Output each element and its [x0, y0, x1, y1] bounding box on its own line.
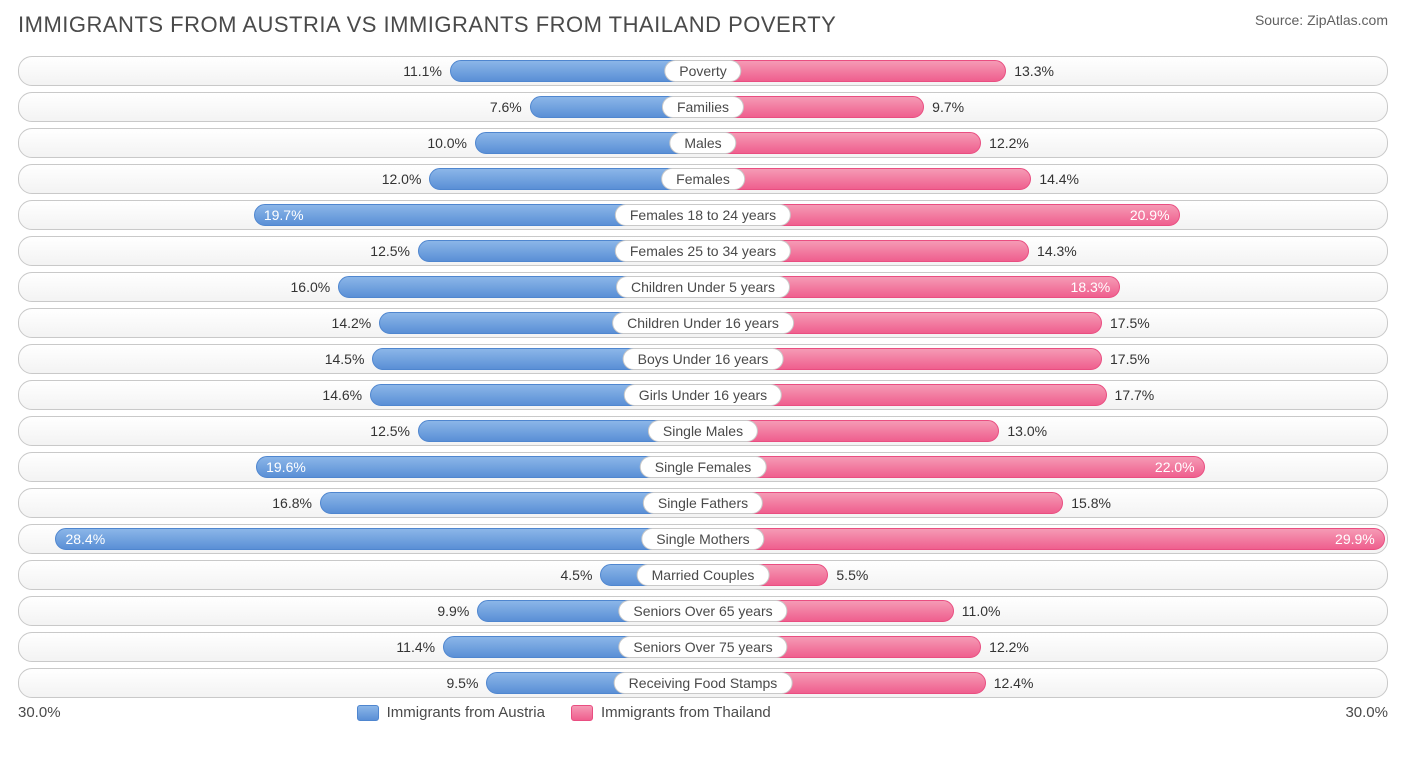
swatch-austria — [357, 705, 379, 721]
chart-row: 14.5% 17.5% Boys Under 16 years — [18, 344, 1388, 374]
bar-thailand — [703, 132, 981, 154]
chart-row: 12.0% 14.4% Females — [18, 164, 1388, 194]
value-label-thailand: 14.4% — [1039, 171, 1079, 187]
value-label-austria: 4.5% — [560, 567, 592, 583]
chart-area: 11.1% 13.3% Poverty 7.6% 9.7% Families 10.0% 12… — [18, 56, 1388, 698]
category-label: Males — [669, 132, 736, 154]
bar-thailand — [703, 456, 1205, 478]
chart-row: 16.8% 15.8% Single Fathers — [18, 488, 1388, 518]
value-label-austria: 12.5% — [370, 243, 410, 259]
category-label: Single Mothers — [641, 528, 764, 550]
legend-label-thailand: Immigrants from Thailand — [601, 704, 771, 721]
value-label-austria: 7.6% — [490, 99, 522, 115]
value-label-austria: 28.4% — [65, 531, 105, 547]
value-label-austria: 14.5% — [325, 351, 365, 367]
value-label-thailand: 14.3% — [1037, 243, 1077, 259]
axis-max-left: 30.0% — [18, 704, 78, 721]
value-label-austria: 9.5% — [446, 675, 478, 691]
value-label-austria: 12.5% — [370, 423, 410, 439]
chart-row: 19.7% 20.9% Females 18 to 24 years — [18, 200, 1388, 230]
chart-row: 4.5% 5.5% Married Couples — [18, 560, 1388, 590]
category-label: Children Under 5 years — [616, 276, 790, 298]
value-label-austria: 16.0% — [291, 279, 331, 295]
value-label-austria: 14.2% — [332, 315, 372, 331]
value-label-austria: 12.0% — [382, 171, 422, 187]
chart-row: 9.9% 11.0% Seniors Over 65 years — [18, 596, 1388, 626]
legend-item-austria: Immigrants from Austria — [357, 704, 545, 721]
value-label-thailand: 18.3% — [1071, 279, 1111, 295]
value-label-austria: 11.1% — [403, 63, 442, 79]
category-label: Females 25 to 34 years — [615, 240, 791, 262]
value-label-thailand: 13.0% — [1007, 423, 1047, 439]
legend-label-austria: Immigrants from Austria — [387, 704, 545, 721]
value-label-austria: 9.9% — [437, 603, 469, 619]
category-label: Females 18 to 24 years — [615, 204, 791, 226]
value-label-austria: 14.6% — [322, 387, 362, 403]
value-label-thailand: 17.7% — [1115, 387, 1155, 403]
category-label: Children Under 16 years — [612, 312, 794, 334]
value-label-thailand: 29.9% — [1335, 531, 1375, 547]
bar-thailand — [703, 528, 1385, 550]
swatch-thailand — [571, 705, 593, 721]
value-label-thailand: 12.2% — [989, 135, 1029, 151]
value-label-austria: 11.4% — [396, 639, 435, 655]
category-label: Girls Under 16 years — [624, 384, 782, 406]
category-label: Seniors Over 65 years — [618, 600, 787, 622]
category-label: Boys Under 16 years — [623, 348, 784, 370]
chart-row: 7.6% 9.7% Families — [18, 92, 1388, 122]
category-label: Poverty — [664, 60, 741, 82]
source-prefix: Source: — [1255, 12, 1307, 28]
value-label-thailand: 11.0% — [962, 603, 1001, 619]
category-label: Receiving Food Stamps — [614, 672, 793, 694]
value-label-thailand: 17.5% — [1110, 315, 1150, 331]
category-label: Single Fathers — [643, 492, 763, 514]
value-label-thailand: 12.2% — [989, 639, 1029, 655]
value-label-thailand: 20.9% — [1130, 207, 1170, 223]
value-label-thailand: 13.3% — [1014, 63, 1054, 79]
value-label-austria: 19.7% — [264, 207, 304, 223]
bar-austria — [256, 456, 703, 478]
bar-thailand — [703, 168, 1031, 190]
chart-row: 14.6% 17.7% Girls Under 16 years — [18, 380, 1388, 410]
legend: Immigrants from Austria Immigrants from … — [357, 704, 771, 721]
chart-row: 11.4% 12.2% Seniors Over 75 years — [18, 632, 1388, 662]
source-attribution: Source: ZipAtlas.com — [1255, 12, 1388, 28]
value-label-austria: 16.8% — [272, 495, 312, 511]
legend-item-thailand: Immigrants from Thailand — [571, 704, 771, 721]
category-label: Married Couples — [637, 564, 770, 586]
value-label-thailand: 9.7% — [932, 99, 964, 115]
chart-row: 14.2% 17.5% Children Under 16 years — [18, 308, 1388, 338]
value-label-austria: 19.6% — [266, 459, 306, 475]
header-row: IMMIGRANTS FROM AUSTRIA VS IMMIGRANTS FR… — [18, 12, 1388, 38]
value-label-thailand: 22.0% — [1155, 459, 1195, 475]
chart-row: 12.5% 13.0% Single Males — [18, 416, 1388, 446]
bar-austria — [55, 528, 703, 550]
footer-row: 30.0% Immigrants from Austria Immigrants… — [18, 704, 1388, 721]
chart-row: 16.0% 18.3% Children Under 5 years — [18, 272, 1388, 302]
source-name: ZipAtlas.com — [1307, 12, 1388, 28]
chart-row: 11.1% 13.3% Poverty — [18, 56, 1388, 86]
value-label-thailand: 17.5% — [1110, 351, 1150, 367]
category-label: Females — [661, 168, 745, 190]
value-label-thailand: 5.5% — [836, 567, 868, 583]
category-label: Families — [662, 96, 744, 118]
chart-row: 10.0% 12.2% Males — [18, 128, 1388, 158]
category-label: Single Males — [648, 420, 758, 442]
category-label: Seniors Over 75 years — [618, 636, 787, 658]
value-label-thailand: 12.4% — [994, 675, 1034, 691]
chart-row: 28.4% 29.9% Single Mothers — [18, 524, 1388, 554]
category-label: Single Females — [640, 456, 767, 478]
value-label-austria: 10.0% — [427, 135, 467, 151]
chart-title: IMMIGRANTS FROM AUSTRIA VS IMMIGRANTS FR… — [18, 12, 836, 38]
bar-thailand — [703, 60, 1006, 82]
axis-max-right: 30.0% — [1328, 704, 1388, 721]
value-label-thailand: 15.8% — [1071, 495, 1111, 511]
chart-row: 19.6% 22.0% Single Females — [18, 452, 1388, 482]
chart-row: 9.5% 12.4% Receiving Food Stamps — [18, 668, 1388, 698]
chart-row: 12.5% 14.3% Females 25 to 34 years — [18, 236, 1388, 266]
